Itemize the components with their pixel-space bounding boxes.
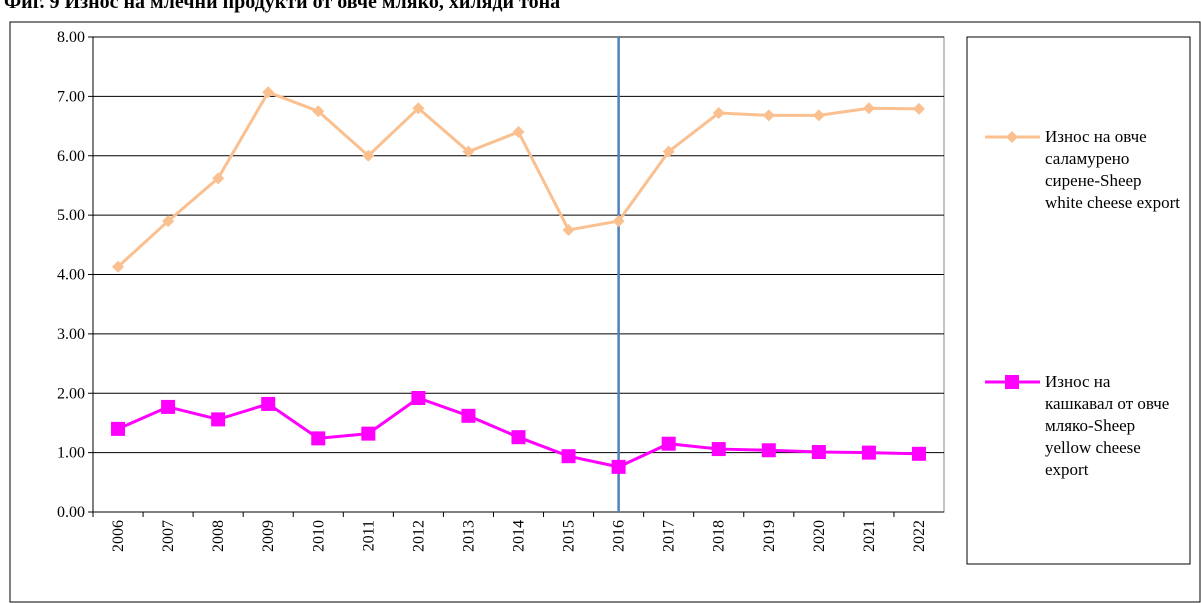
point (561, 449, 576, 464)
point (911, 446, 926, 461)
x-tick-label: 2016 (611, 520, 628, 552)
point (212, 172, 225, 185)
y-tick-label: 7.00 (57, 88, 85, 105)
x-tick-label: 2009 (260, 520, 277, 552)
x-tick-label: 2020 (811, 520, 828, 552)
point (362, 149, 375, 162)
point (562, 223, 575, 236)
x-tick-label: 2008 (210, 520, 227, 552)
legend-label: Износ на овче саламурено сирене-Sheep wh… (1045, 127, 1180, 212)
x-tick-label: 2019 (761, 520, 778, 552)
point (861, 445, 876, 460)
point (711, 442, 726, 457)
legend-label: Износ на кашкавал от овче мляко-Sheep ye… (1045, 372, 1170, 479)
point (311, 431, 326, 446)
point (261, 396, 276, 411)
x-tick-label: 2017 (661, 520, 678, 552)
y-tick-label: 8.00 (57, 29, 85, 46)
point (761, 443, 776, 458)
point (462, 145, 475, 158)
chart-title: Фиг. 9 Износ на млечни продукти от овче … (4, 0, 560, 13)
point (812, 109, 825, 122)
point (612, 215, 625, 228)
point (1006, 131, 1018, 143)
x-tick-label: 2015 (561, 520, 578, 552)
x-tick-label: 2012 (410, 520, 427, 552)
legend-box (966, 36, 1191, 565)
y-tick-label: 6.00 (57, 148, 85, 165)
point (512, 126, 525, 138)
y-tick-label: 2.00 (57, 385, 85, 402)
point (262, 86, 275, 99)
point (762, 109, 775, 122)
point (412, 102, 425, 115)
y-tick-label: 1.00 (57, 445, 85, 462)
point (712, 107, 725, 119)
point (211, 412, 226, 427)
y-tick-label: 3.00 (57, 326, 85, 343)
point (1005, 375, 1019, 389)
chart-frame (9, 21, 1201, 603)
point (862, 102, 875, 115)
point (361, 426, 376, 441)
point (662, 145, 675, 158)
point (811, 445, 826, 460)
point (912, 102, 925, 115)
point (461, 408, 476, 423)
x-tick-label: 2013 (460, 520, 477, 552)
x-tick-label: 2018 (711, 520, 728, 552)
point (661, 436, 676, 451)
point (611, 459, 626, 474)
point (161, 399, 176, 414)
x-tick-label: 2007 (160, 520, 177, 552)
point (111, 421, 126, 436)
y-tick-label: 5.00 (57, 207, 85, 224)
point (112, 260, 125, 273)
y-tick-label: 4.00 (57, 267, 85, 284)
x-tick-label: 2021 (861, 520, 878, 552)
x-tick-label: 2011 (360, 520, 377, 551)
x-tick-label: 2014 (511, 520, 528, 552)
point (411, 391, 426, 405)
x-tick-label: 2010 (310, 520, 327, 552)
x-tick-label: 2022 (911, 520, 928, 552)
point (511, 430, 526, 445)
y-tick-label: 0.00 (57, 504, 85, 521)
point (312, 105, 325, 118)
x-tick-label: 2006 (110, 520, 127, 552)
point (162, 215, 175, 228)
